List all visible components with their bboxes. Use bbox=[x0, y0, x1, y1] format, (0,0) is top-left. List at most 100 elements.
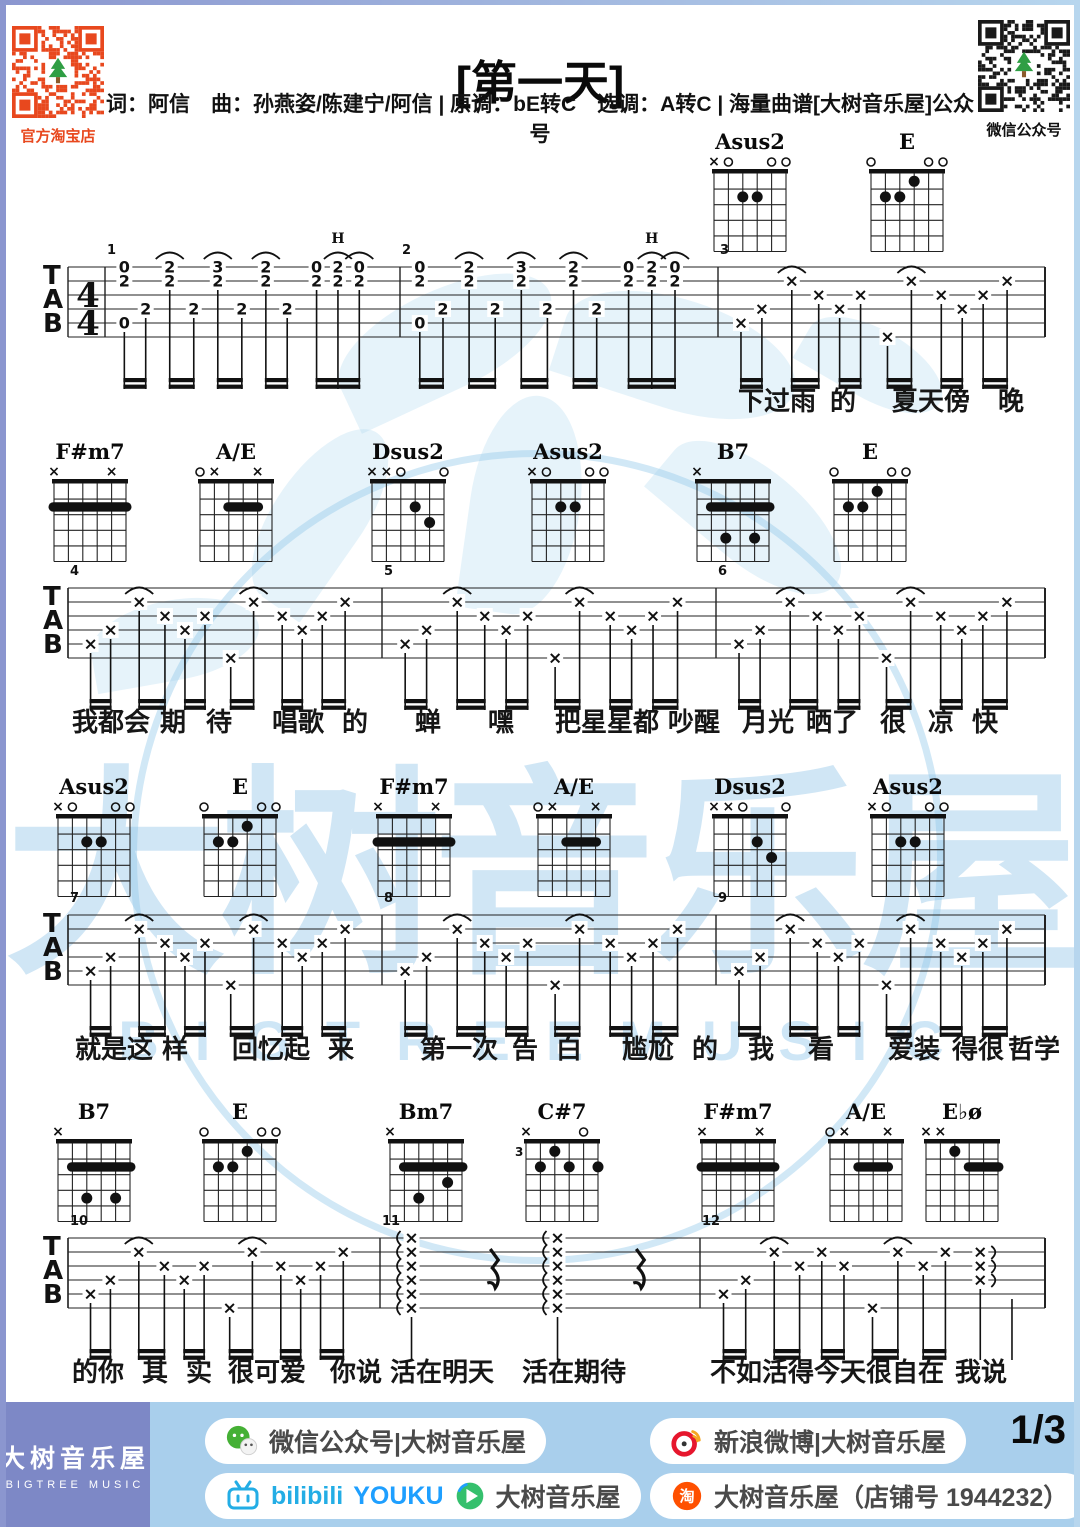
song-credits: 词：阿信 曲：孙燕姿/陈建宁/阿信 | 原调：bE转C 选调：A转C | 海量曲… bbox=[105, 93, 975, 146]
svg-text:×: × bbox=[572, 920, 586, 940]
svg-text:×: × bbox=[384, 1124, 396, 1140]
svg-text:×: × bbox=[603, 934, 617, 954]
svg-text:Dsus2: Dsus2 bbox=[372, 439, 444, 464]
svg-text:3: 3 bbox=[516, 258, 527, 277]
svg-text:快: 快 bbox=[972, 707, 999, 737]
svg-text:0: 0 bbox=[414, 314, 425, 333]
svg-text:×: × bbox=[934, 934, 948, 954]
wechat-qr-code: 微信公众号 bbox=[978, 20, 1070, 140]
svg-text:×: × bbox=[83, 1285, 97, 1305]
svg-text:第一次: 第一次 bbox=[420, 1034, 498, 1064]
taobao-qr-icon bbox=[12, 26, 104, 118]
svg-text:×: × bbox=[83, 635, 97, 655]
tab-system-3: TAB 7 × × × × × × × × × × × × 8 × × × × × × × × × × × × 9 × × × × × × × × × ×… bbox=[43, 891, 1060, 1064]
svg-text:×: × bbox=[275, 934, 289, 954]
footer-bar: 大树音乐屋 BIGTREE MUSIC 微信公众号|大树音乐屋 新浪微博|大树音… bbox=[0, 1402, 1080, 1527]
svg-text:2: 2 bbox=[437, 300, 448, 319]
svg-text:实: 实 bbox=[186, 1357, 212, 1387]
svg-text:×: × bbox=[338, 593, 352, 613]
svg-text:×: × bbox=[177, 1271, 191, 1291]
svg-text:×: × bbox=[1000, 272, 1014, 292]
svg-text:×: × bbox=[106, 464, 118, 480]
svg-text:×: × bbox=[603, 607, 617, 627]
svg-text:嘿: 嘿 bbox=[488, 707, 514, 737]
svg-text:3: 3 bbox=[212, 258, 223, 277]
svg-text:×: × bbox=[295, 948, 309, 968]
brand-name-cn: 大树音乐屋 bbox=[0, 1444, 151, 1473]
svg-text:0: 0 bbox=[669, 258, 680, 277]
svg-text:T: T bbox=[43, 1232, 61, 1262]
svg-text:×: × bbox=[198, 934, 212, 954]
svg-text:×: × bbox=[294, 1271, 308, 1291]
svg-text:×: × bbox=[224, 649, 238, 669]
taobao-qr-code: 官方淘宝店 bbox=[12, 26, 104, 146]
svg-text:×: × bbox=[520, 1124, 532, 1140]
chord-diagram-c7: C#7 × 3 bbox=[515, 1099, 604, 1223]
svg-text:B: B bbox=[43, 630, 63, 660]
svg-text:×: × bbox=[708, 154, 720, 170]
svg-text:×: × bbox=[550, 1285, 564, 1305]
chord-diagram-e: E♭ø× × bbox=[920, 1099, 1004, 1223]
svg-text:×: × bbox=[157, 1257, 171, 1277]
chord-diagram-fm7: F#m7× × bbox=[372, 774, 456, 898]
chord-diagram-b7: B7 × bbox=[691, 439, 775, 563]
svg-text:×: × bbox=[478, 607, 492, 627]
svg-text:×: × bbox=[132, 920, 146, 940]
svg-text:×: × bbox=[903, 920, 917, 940]
chord-diagram-ae: A/E× × bbox=[195, 439, 274, 563]
svg-text:×: × bbox=[732, 962, 746, 982]
chord-diagram-bm7: Bm7× bbox=[384, 1099, 468, 1223]
svg-text:×: × bbox=[955, 300, 969, 320]
svg-text:2: 2 bbox=[212, 272, 223, 291]
svg-text:×: × bbox=[812, 286, 826, 306]
svg-text:F#m7: F#m7 bbox=[379, 774, 448, 799]
svg-text:×: × bbox=[882, 1124, 894, 1140]
chord-diagram-e: E bbox=[199, 774, 281, 898]
svg-text:×: × bbox=[547, 799, 559, 815]
svg-text:×: × bbox=[336, 1243, 350, 1263]
svg-text:很可爱: 很可爱 bbox=[228, 1357, 306, 1387]
svg-text:2: 2 bbox=[646, 258, 657, 277]
svg-text:×: × bbox=[430, 799, 442, 815]
svg-text:×: × bbox=[934, 286, 948, 306]
svg-text:1: 1 bbox=[107, 243, 116, 258]
svg-text:×: × bbox=[810, 934, 824, 954]
footer-pill-weibo: 新浪微博|大树音乐屋 bbox=[650, 1418, 966, 1464]
chord-diagram-asus2: Asus2× bbox=[526, 439, 609, 563]
svg-text:×: × bbox=[158, 934, 172, 954]
svg-text:×: × bbox=[478, 934, 492, 954]
svg-text:×: × bbox=[723, 799, 735, 815]
svg-text:C#7: C#7 bbox=[538, 1099, 587, 1124]
svg-text:×: × bbox=[315, 607, 329, 627]
footer-youku-text: YOUKU bbox=[353, 1481, 444, 1510]
svg-text:3: 3 bbox=[515, 1145, 523, 1159]
svg-text:0: 0 bbox=[354, 258, 365, 277]
svg-text:×: × bbox=[815, 1243, 829, 1263]
svg-text:6: 6 bbox=[718, 564, 727, 579]
page-border-left bbox=[0, 0, 6, 1527]
svg-text:×: × bbox=[404, 1257, 418, 1277]
svg-text:×: × bbox=[526, 464, 538, 480]
footer-taobao-text: 大树音乐屋（店铺号 1944232） bbox=[714, 1484, 1069, 1512]
svg-text:0: 0 bbox=[623, 258, 634, 277]
svg-text:×: × bbox=[398, 635, 412, 655]
svg-text:唱歌: 唱歌 bbox=[272, 707, 325, 737]
svg-text:T: T bbox=[43, 909, 61, 939]
svg-text:看: 看 bbox=[808, 1034, 834, 1064]
svg-text:×: × bbox=[904, 272, 918, 292]
svg-text:×: × bbox=[734, 314, 748, 334]
svg-text:待: 待 bbox=[206, 707, 232, 737]
svg-text:×: × bbox=[934, 607, 948, 627]
svg-text:0: 0 bbox=[119, 314, 130, 333]
svg-text:凉: 凉 bbox=[928, 707, 954, 737]
svg-text:×: × bbox=[716, 1285, 730, 1305]
svg-text:很: 很 bbox=[880, 707, 906, 737]
svg-text:2: 2 bbox=[188, 300, 199, 319]
svg-text:×: × bbox=[955, 621, 969, 641]
svg-text:×: × bbox=[572, 593, 586, 613]
svg-text:×: × bbox=[550, 1299, 564, 1319]
svg-text:Asus2: Asus2 bbox=[714, 129, 785, 154]
svg-text:×: × bbox=[852, 934, 866, 954]
chord-diagram-asus2: Asus2× bbox=[708, 129, 791, 253]
svg-text:×: × bbox=[920, 1124, 932, 1140]
